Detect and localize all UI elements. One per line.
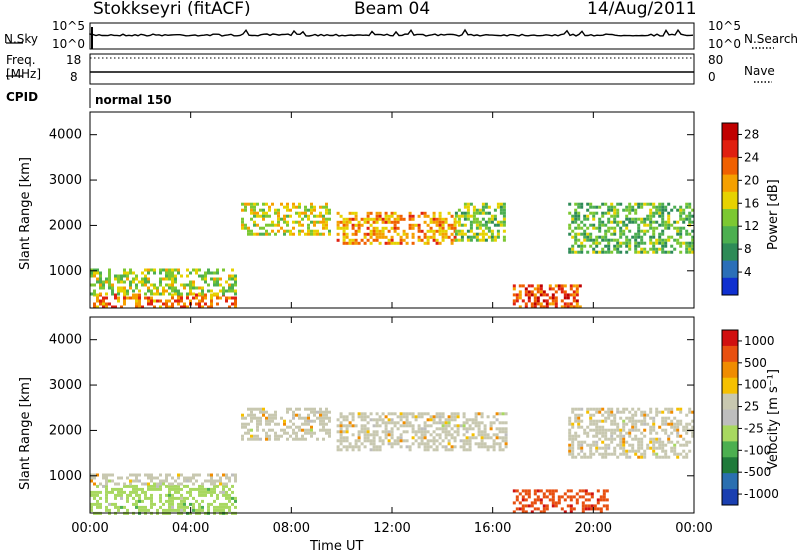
- x-axis-label: Time UT: [310, 539, 364, 554]
- cpid-value: normal 150: [95, 93, 172, 107]
- nsky-tick-top: 10^5: [52, 19, 85, 33]
- nsky-trace: [89, 27, 694, 49]
- colorbar-tick-label: 1000: [744, 334, 775, 348]
- colorbar-frame: [721, 122, 739, 296]
- colorbar-cell: [722, 123, 738, 141]
- echo-band-4: [512, 489, 609, 514]
- nsky-tick-bottom: 10^0: [52, 37, 85, 51]
- colorbar-tick-label: -25: [744, 421, 764, 435]
- power-panel: 1000 2000 3000 4000: [49, 111, 695, 309]
- colorbar-cell: [722, 473, 738, 490]
- x-tick-label: 12:00: [373, 521, 410, 536]
- nsky-series: [89, 28, 694, 37]
- freq-tick-top: 18: [66, 53, 82, 67]
- nave-tick-bottom: 0: [708, 70, 716, 84]
- cpid-label: CPID: [6, 90, 39, 104]
- plot-background: [90, 112, 694, 308]
- echo-band-3: [336, 211, 457, 245]
- colorbar-cell: [722, 457, 738, 474]
- echo-band-4: [454, 202, 506, 242]
- colorbar-cell: [722, 377, 738, 395]
- velocity-colorbar: 1000 500 100 25 -25 -100 -500 -1000: [721, 329, 779, 506]
- colorbar-tick-label: 16: [744, 196, 759, 210]
- colorbar-cell: [722, 157, 738, 176]
- colorbar-cell: [722, 260, 738, 279]
- colorbar-cell: [722, 243, 738, 262]
- power-colorbar: 4 8 12 16 20 24 28: [721, 122, 759, 296]
- colorbar-cell: [722, 174, 738, 193]
- x-tick-label: 08:00: [273, 521, 310, 536]
- colorbar-tick-label: 12: [744, 219, 759, 233]
- echo-band-1: [90, 473, 237, 486]
- colorbar-tick-label: -100: [744, 443, 771, 457]
- y-tick-label: 4000: [49, 333, 82, 348]
- colorbar-cell: [722, 361, 738, 379]
- velocity-y-axis-label: Slant Range [km]: [18, 377, 33, 490]
- freq-panel-frame: [89, 53, 695, 85]
- colorbar-tick-label: 28: [744, 127, 759, 141]
- colorbar-cell: [722, 330, 738, 347]
- colorbar-cell: [722, 409, 738, 426]
- nsearch-tick-bottom: 10^0: [708, 37, 741, 51]
- y-tick-label: 2000: [49, 218, 82, 233]
- echo-band-2: [241, 407, 331, 441]
- y-tick-label: 1000: [49, 264, 82, 279]
- colorbar-cell: [722, 209, 738, 227]
- beam-label: Beam 04: [354, 0, 431, 19]
- echo-band-6: [568, 202, 695, 254]
- colorbar-cell: [722, 441, 738, 458]
- date-label: 14/Aug/2011: [587, 0, 697, 19]
- colorbar-tick-label: 24: [744, 150, 759, 164]
- nsearch-label: N.Search: [744, 32, 799, 46]
- noise-panel-frame: [89, 22, 695, 50]
- colorbar-tick-label: -1000: [744, 487, 779, 501]
- colorbar-cell: [722, 489, 738, 506]
- echo-band-5: [512, 284, 582, 309]
- colorbar-cell: [722, 393, 738, 411]
- echo-band-5: [568, 407, 695, 459]
- y-tick-label: 4000: [49, 128, 82, 143]
- colorbar-tick-label: 25: [744, 400, 759, 414]
- echo-band-0: [93, 293, 237, 309]
- colorbar-tick-label: -500: [744, 465, 771, 479]
- colorbar-cell: [722, 425, 738, 442]
- x-tick-label: 00:00: [675, 521, 712, 536]
- y-tick-label: 2000: [49, 423, 82, 438]
- colorbar-cell: [722, 140, 738, 158]
- nave-tick-top: 80: [708, 53, 724, 67]
- y-tick-label: 1000: [49, 469, 82, 484]
- x-tick-label: 04:00: [172, 521, 209, 536]
- freq-label: Freq.: [6, 53, 36, 67]
- velocity-colorbar-label: Velocity [m s⁻¹]: [766, 369, 781, 470]
- colorbar-tick-label: 4: [744, 265, 752, 279]
- x-tick-label: 16:00: [474, 521, 511, 536]
- colorbar-cell: [722, 345, 738, 363]
- colorbar-tick-label: 100: [744, 378, 767, 392]
- freq-unit-label: [MHz]: [6, 67, 42, 81]
- echo-band-3: [336, 412, 508, 452]
- power-colorbar-label: Power [dB]: [766, 179, 781, 250]
- echo-band-1: [90, 268, 237, 296]
- colorbar-tick-label: 8: [744, 242, 752, 256]
- velocity-panel: 00:00 04:00 08:00 12:00 16:00 20:00 00:00 1000 2…: [49, 316, 713, 536]
- colorbar-tick-label: 20: [744, 173, 759, 187]
- colorbar-tick-label: 500: [744, 356, 767, 370]
- freq-tick-bottom: 8: [70, 70, 78, 84]
- y-tick-label: 3000: [49, 173, 82, 188]
- nsearch-tick-top: 10^5: [708, 19, 741, 33]
- colorbar-cell: [722, 226, 738, 244]
- x-tick-label: 00:00: [71, 521, 108, 536]
- colorbar-cell: [722, 191, 738, 210]
- y-tick-label: 3000: [49, 378, 82, 393]
- power-y-axis-label: Slant Range [km]: [18, 157, 33, 270]
- colorbar-cell: [722, 277, 738, 296]
- echo-band-2: [241, 202, 331, 236]
- colorbar-frame: [721, 329, 739, 506]
- nave-label: Nave: [744, 64, 775, 78]
- station-title: Stokkseyri (fitACF): [93, 0, 251, 19]
- x-tick-label: 20:00: [575, 521, 612, 536]
